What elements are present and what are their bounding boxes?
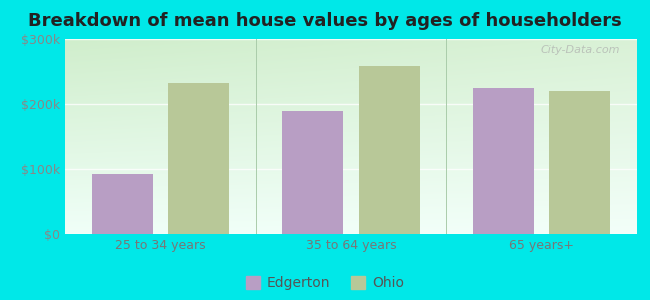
Bar [92, 173, 153, 234]
Legend: Edgerton, Ohio: Edgerton, Ohio [246, 276, 404, 290]
Bar [549, 91, 610, 234]
Text: Breakdown of mean house values by ages of householders: Breakdown of mean house values by ages o… [28, 12, 622, 30]
Bar [473, 88, 534, 234]
Text: City-Data.com: City-Data.com [540, 45, 620, 55]
Bar [168, 83, 229, 234]
Bar [359, 66, 420, 234]
Bar [282, 110, 343, 234]
